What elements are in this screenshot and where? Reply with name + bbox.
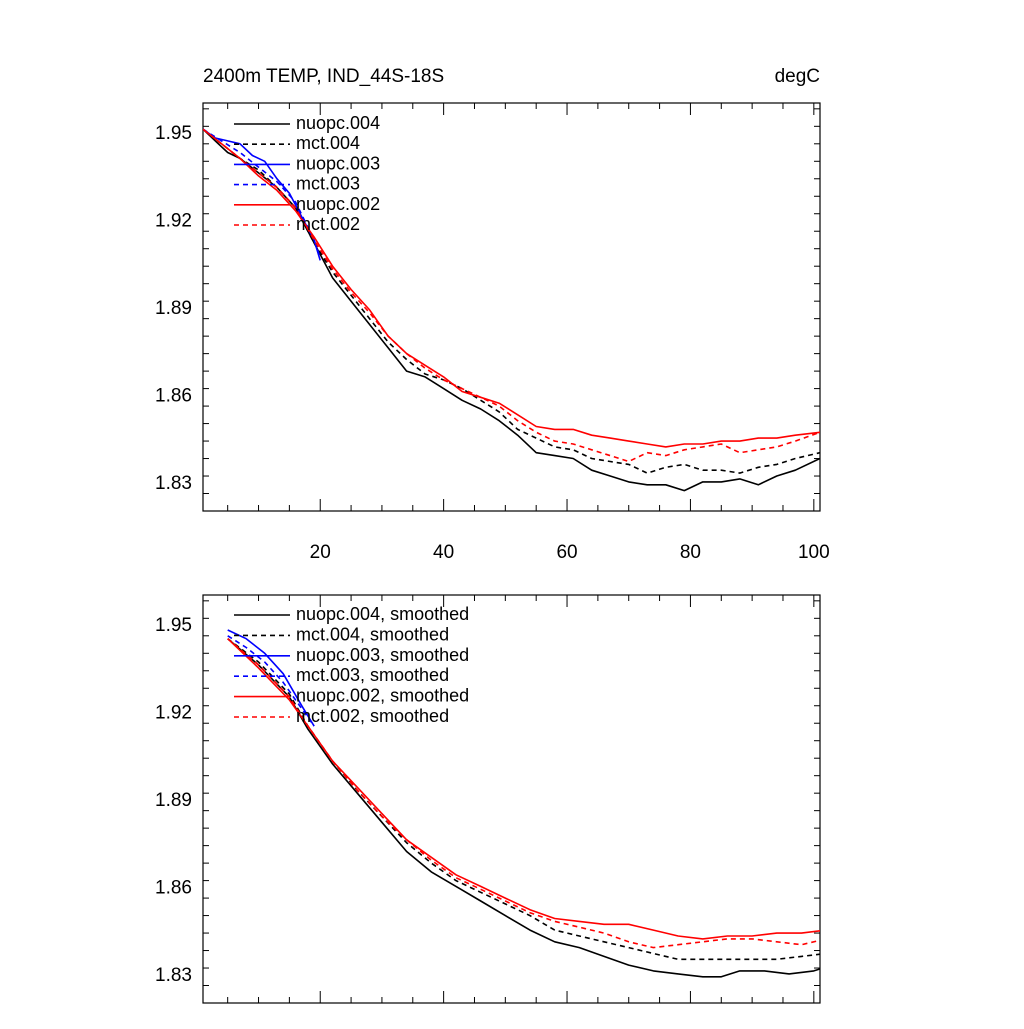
x-tick-label: 60 [556, 542, 577, 563]
legend-label: nuopc.002 [296, 194, 380, 214]
y-tick-label: 1.92 [155, 211, 192, 232]
x-tick-label: 40 [433, 542, 454, 563]
legend-label: mct.004, smoothed [296, 624, 449, 644]
legend-label: nuopc.004 [296, 113, 380, 133]
plot-frame [202, 102, 821, 512]
series-line [227, 638, 820, 940]
series-line [203, 128, 820, 474]
y-tick-label: 1.89 [155, 298, 192, 319]
x-tick-label: 80 [680, 542, 701, 563]
y-tick-label: 1.95 [155, 615, 192, 636]
legend-label: nuopc.003 [296, 153, 380, 173]
y-tick-label: 1.92 [155, 703, 192, 724]
y-tick-label: 1.95 [155, 123, 192, 144]
plot-frame [202, 594, 821, 1004]
units-label: degC [775, 66, 820, 87]
x-tick-label: 100 [798, 542, 830, 563]
series-line [227, 635, 315, 727]
y-tick-label: 1.83 [155, 965, 192, 986]
legend-label: mct.004 [296, 133, 360, 153]
series-line [227, 638, 820, 978]
y-tick-label: 1.89 [155, 790, 192, 811]
series-line [227, 638, 820, 949]
legend-label: mct.003 [296, 174, 360, 194]
y-tick-label: 1.86 [155, 877, 192, 898]
legend-label: mct.002, smoothed [296, 706, 449, 726]
y-tick-label: 1.83 [155, 473, 192, 494]
chart-title: 2400m TEMP, IND_44S-18S [203, 66, 444, 87]
series-group [203, 128, 820, 492]
legend-label: nuopc.004, smoothed [296, 604, 469, 624]
legend-label: mct.003, smoothed [296, 665, 449, 685]
legend-label: nuopc.003, smoothed [296, 645, 469, 665]
series-line [227, 638, 820, 961]
y-tick-label: 1.86 [155, 385, 192, 406]
legend-label: nuopc.002, smoothed [296, 686, 469, 706]
legend-label: mct.002 [296, 214, 360, 234]
legend: nuopc.004mct.004nuopc.003mct.003nuopc.00… [234, 113, 380, 234]
series-line [203, 128, 820, 463]
x-tick-label: 20 [310, 542, 331, 563]
series-line [227, 629, 315, 727]
series-line [203, 128, 820, 448]
top-panel: 2400m TEMP, IND_44S-18S degC 1.83 1.86 1.8… [155, 66, 830, 563]
series-group [227, 629, 820, 978]
